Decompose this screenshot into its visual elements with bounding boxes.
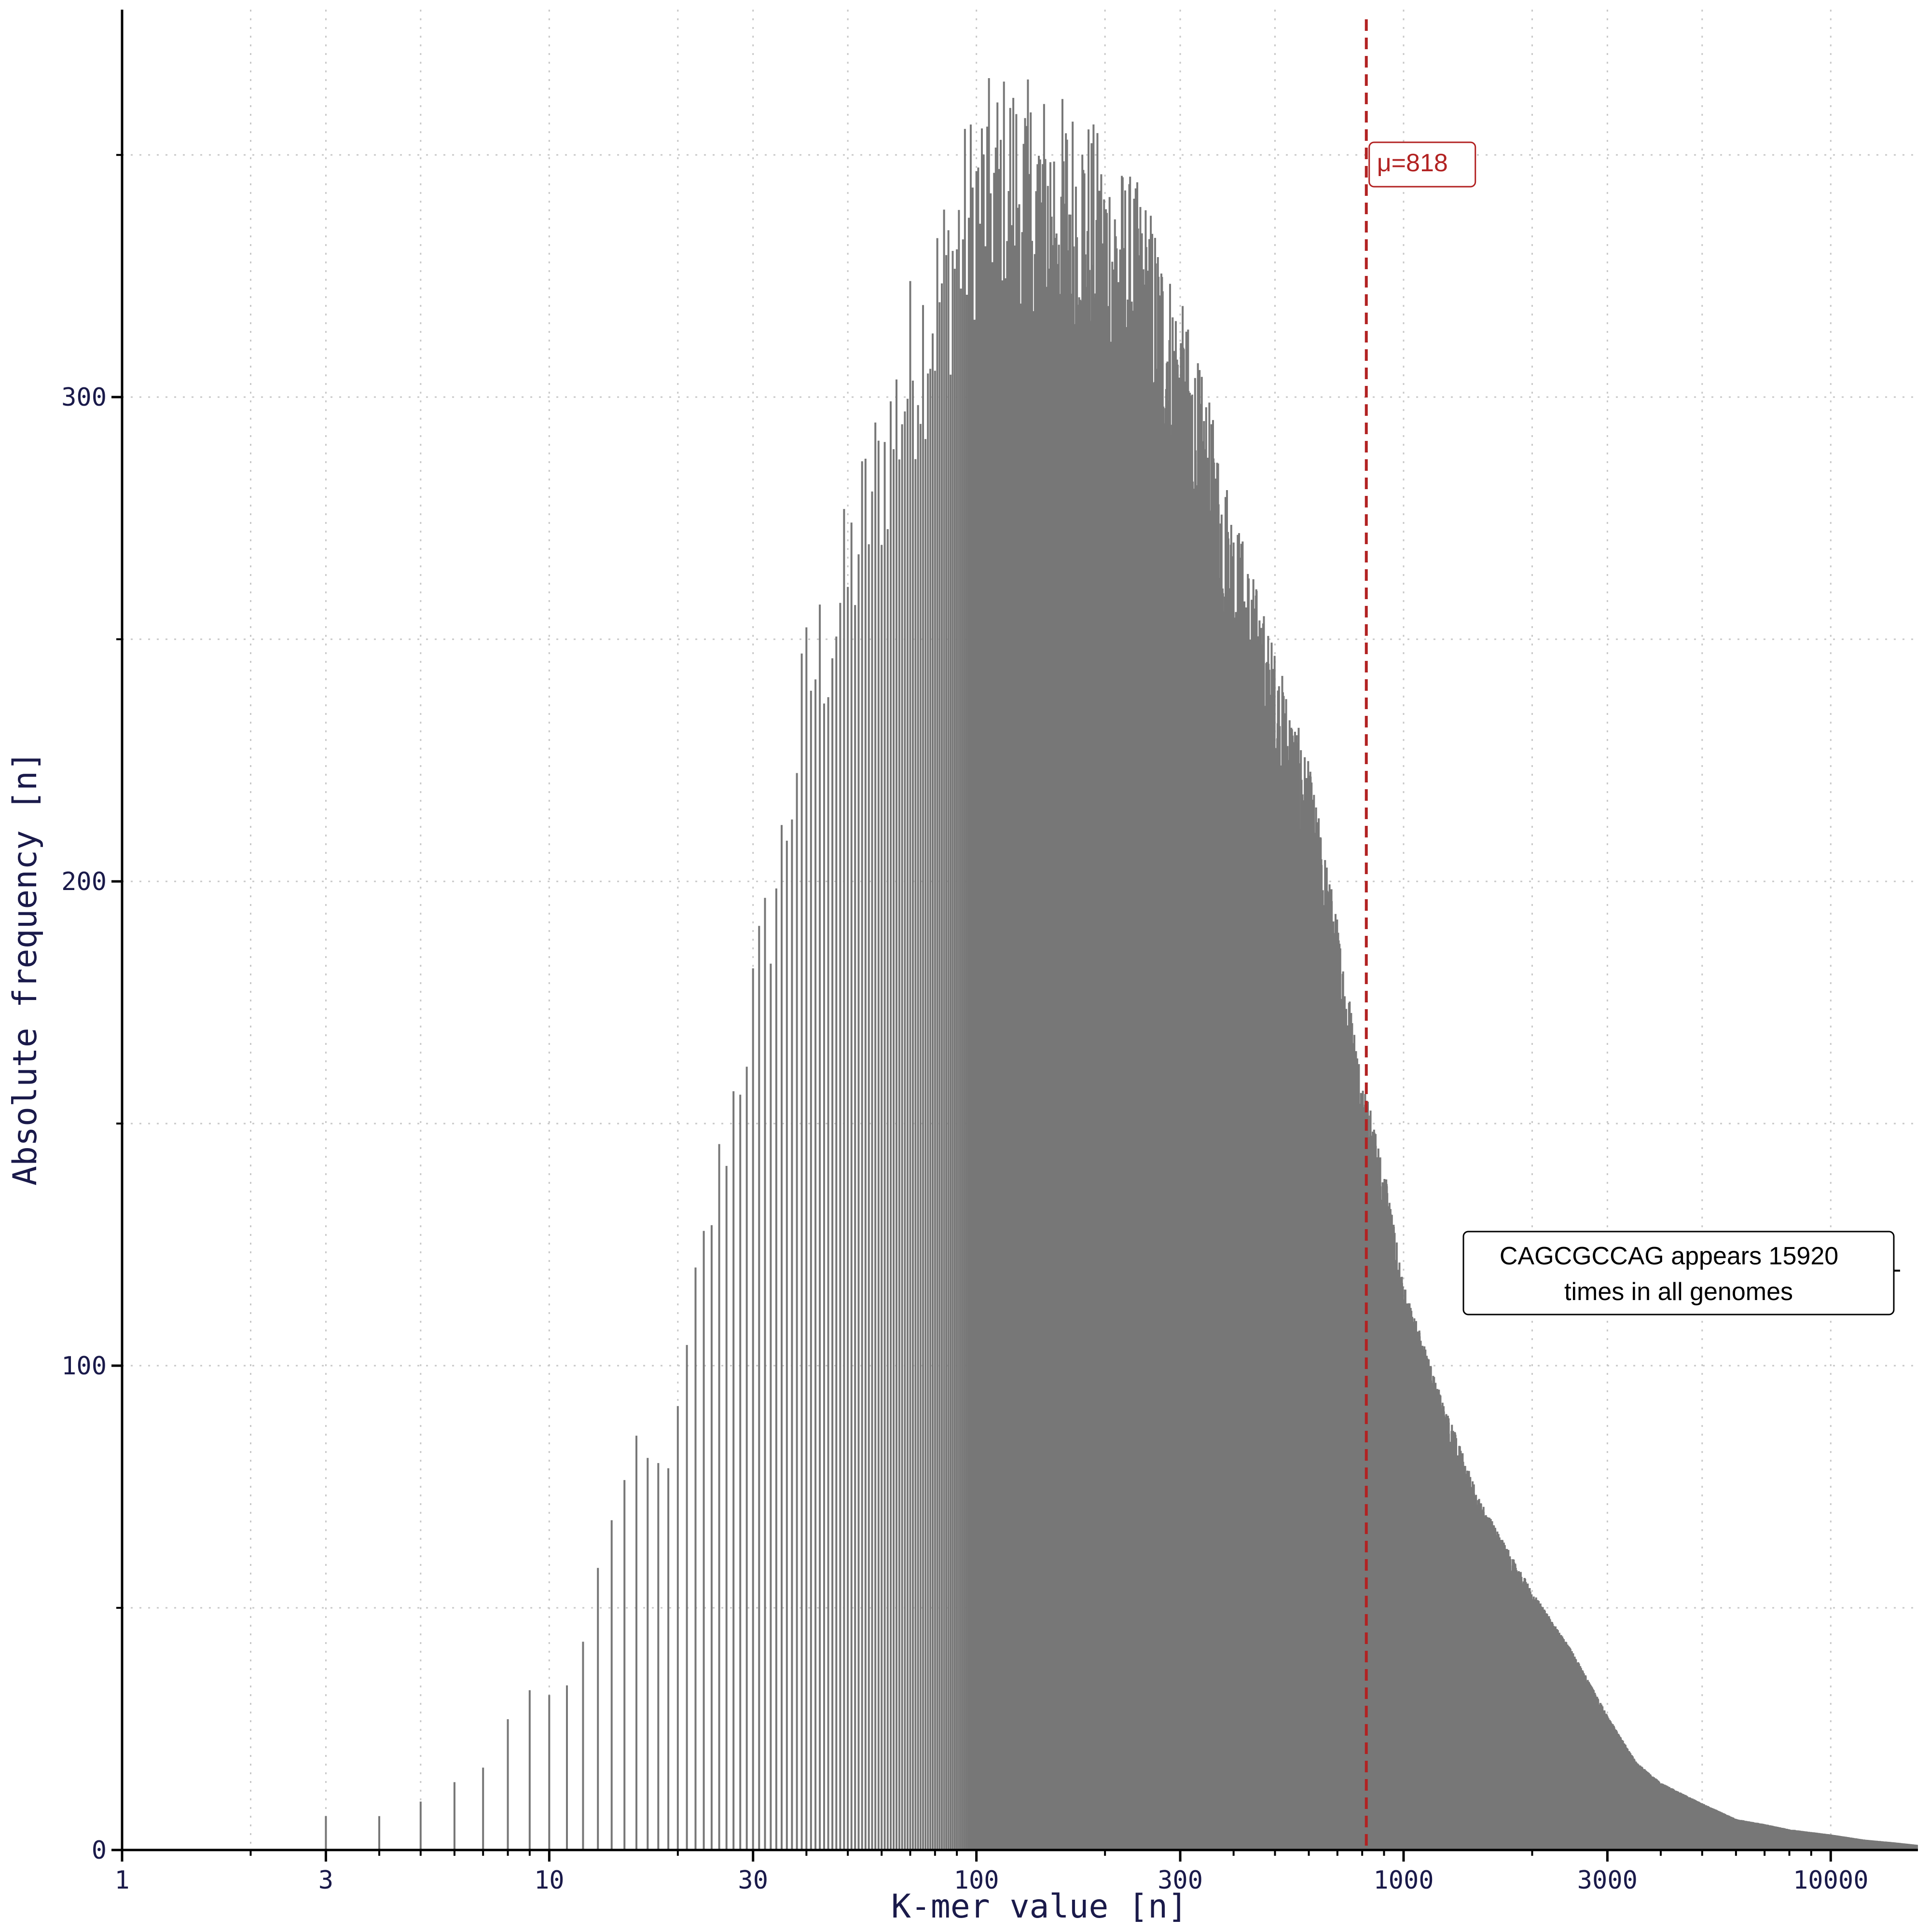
y-tick-label: 100	[61, 1352, 107, 1381]
x-tick-label: 30	[738, 1866, 768, 1895]
annotation-box: CAGCGCCAG appears 15920 times in all gen…	[1462, 1231, 1900, 1315]
tick-labels: 1 3 10 30 100 300 1000 3000 10000 0 100 200 300	[61, 383, 1868, 1895]
x-tick-label: 10	[534, 1866, 565, 1895]
y-tick-label: 0	[92, 1836, 107, 1865]
x-tick-label: 300	[1158, 1866, 1203, 1895]
x-tick-label: 1000	[1373, 1866, 1434, 1895]
x-tick-label: 100	[954, 1866, 999, 1895]
annotation-frame	[1462, 1231, 1895, 1315]
mean-label: μ=818	[1377, 149, 1448, 177]
x-axis-label: K-mer value [n]	[891, 1888, 1187, 1926]
y-tick-label: 300	[61, 383, 107, 412]
x-tick-label: 3000	[1577, 1866, 1638, 1895]
y-axis-label: Absolute frequency [n]	[6, 751, 44, 1186]
x-tick-label: 1	[114, 1866, 129, 1895]
histogram-bar-series	[325, 78, 1918, 1850]
mean-label-frame	[1368, 141, 1476, 188]
mean-label-box: μ=818	[1368, 141, 1476, 188]
annotation-line-2: times in all genomes	[1564, 1278, 1793, 1306]
histogram-bars	[325, 78, 1918, 1850]
x-tick-label: 3	[318, 1866, 333, 1895]
annotation-line-1: CAGCGCCAG appears 15920	[1500, 1242, 1838, 1270]
axes	[111, 10, 1918, 1862]
x-tick-label: 10000	[1793, 1866, 1869, 1895]
y-tick-label: 200	[61, 867, 107, 896]
